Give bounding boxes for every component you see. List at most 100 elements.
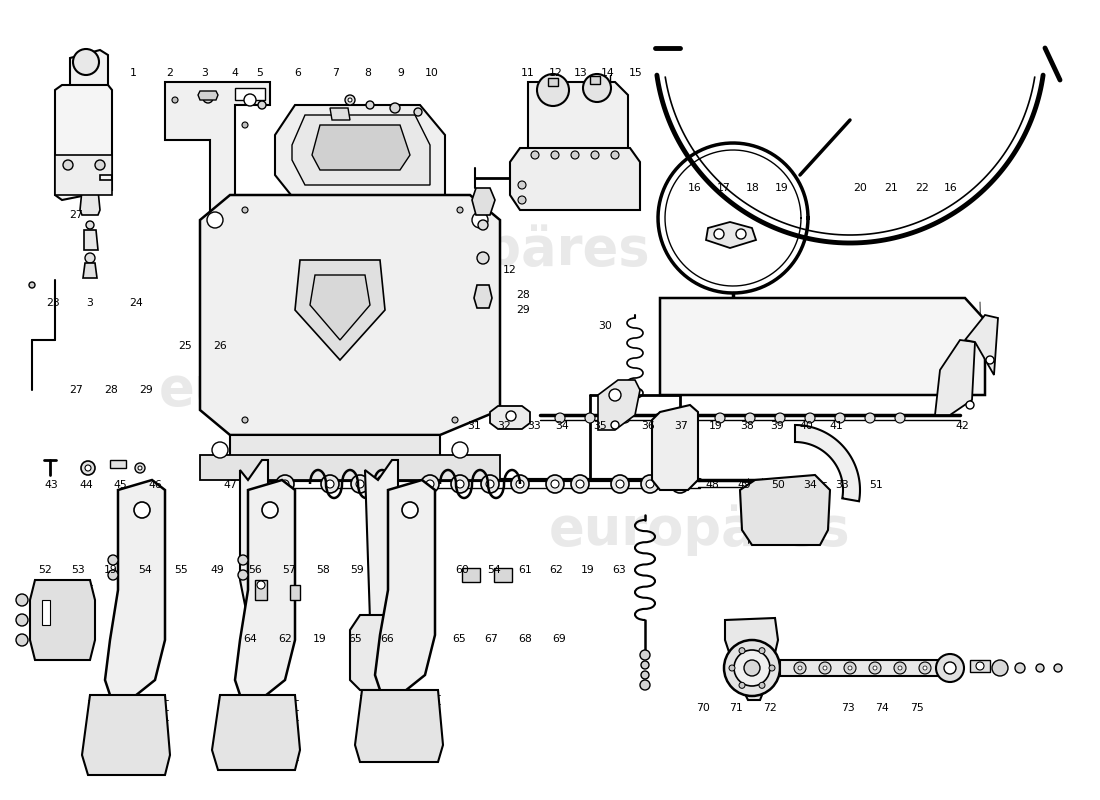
Text: 52: 52 (39, 565, 52, 575)
Text: 35: 35 (593, 421, 607, 431)
Circle shape (745, 413, 755, 423)
Circle shape (477, 252, 490, 264)
Text: europäres: europäres (349, 224, 651, 276)
Circle shape (610, 475, 629, 493)
Polygon shape (375, 480, 434, 695)
Circle shape (610, 421, 619, 429)
Circle shape (848, 666, 852, 670)
Circle shape (242, 417, 248, 423)
Text: 25: 25 (178, 341, 191, 351)
Text: 32: 32 (497, 421, 510, 431)
Text: 34: 34 (556, 421, 569, 431)
Circle shape (551, 151, 559, 159)
Circle shape (646, 480, 654, 488)
Text: 27: 27 (69, 385, 82, 395)
Text: 19: 19 (314, 634, 327, 644)
Circle shape (865, 413, 874, 423)
Text: 72: 72 (763, 703, 777, 713)
Bar (290, 585, 300, 600)
Text: 44: 44 (79, 480, 92, 490)
Polygon shape (795, 425, 860, 502)
Circle shape (222, 247, 228, 253)
Circle shape (820, 662, 830, 674)
Polygon shape (212, 695, 300, 770)
Polygon shape (30, 580, 95, 660)
Text: 62: 62 (278, 634, 292, 644)
Circle shape (326, 480, 334, 488)
Circle shape (610, 151, 619, 159)
Circle shape (571, 475, 588, 493)
Circle shape (86, 221, 94, 229)
Circle shape (734, 650, 770, 686)
Polygon shape (510, 148, 640, 210)
Text: 46: 46 (148, 480, 162, 490)
Text: 28: 28 (516, 290, 530, 300)
Circle shape (1036, 664, 1044, 672)
Text: 48: 48 (705, 480, 719, 490)
Polygon shape (310, 275, 370, 340)
Circle shape (531, 151, 539, 159)
Text: 62: 62 (549, 565, 563, 575)
Circle shape (986, 356, 994, 364)
Text: 29: 29 (516, 305, 530, 315)
Polygon shape (528, 82, 628, 150)
Text: 27: 27 (69, 210, 82, 220)
Circle shape (591, 151, 600, 159)
Text: 9: 9 (397, 68, 405, 78)
Text: 75: 75 (910, 703, 924, 713)
Circle shape (794, 662, 806, 674)
Bar (462, 568, 480, 582)
Circle shape (356, 480, 364, 488)
Text: 26: 26 (213, 341, 227, 351)
Circle shape (421, 475, 439, 493)
Text: 56: 56 (249, 565, 262, 575)
Polygon shape (84, 230, 98, 250)
Polygon shape (235, 480, 295, 700)
Text: 60: 60 (455, 565, 469, 575)
Bar (548, 78, 558, 86)
Text: 19: 19 (710, 421, 723, 431)
Text: 19: 19 (776, 183, 789, 193)
Circle shape (976, 662, 984, 670)
Text: 63: 63 (612, 565, 626, 575)
Circle shape (366, 101, 374, 109)
Circle shape (654, 413, 666, 423)
Text: 55: 55 (174, 565, 188, 575)
Circle shape (640, 650, 650, 660)
Polygon shape (230, 435, 440, 475)
Text: 34: 34 (803, 480, 817, 490)
Text: 19: 19 (104, 565, 118, 575)
Circle shape (736, 229, 746, 239)
Circle shape (207, 212, 223, 228)
Text: 36: 36 (641, 421, 654, 431)
Text: 54: 54 (487, 565, 500, 575)
Polygon shape (165, 82, 270, 270)
Circle shape (805, 413, 815, 423)
Circle shape (944, 662, 956, 674)
Bar (780, 660, 950, 676)
Text: 12: 12 (549, 68, 563, 78)
Text: 51: 51 (869, 480, 883, 490)
Polygon shape (490, 406, 530, 429)
Polygon shape (292, 115, 430, 185)
Text: 73: 73 (842, 703, 855, 713)
Text: 58: 58 (316, 565, 330, 575)
Text: 33: 33 (527, 421, 541, 431)
Circle shape (402, 502, 418, 518)
Polygon shape (472, 188, 495, 215)
Polygon shape (965, 315, 998, 375)
Circle shape (16, 594, 28, 606)
Circle shape (759, 648, 764, 654)
Circle shape (918, 662, 931, 674)
Text: 21: 21 (884, 183, 898, 193)
Circle shape (138, 466, 142, 470)
Polygon shape (355, 690, 443, 762)
Polygon shape (706, 222, 756, 248)
Polygon shape (295, 260, 385, 360)
Circle shape (671, 475, 689, 493)
Circle shape (172, 97, 178, 103)
Circle shape (63, 160, 73, 170)
Circle shape (992, 660, 1008, 676)
Circle shape (715, 413, 725, 423)
Text: 50: 50 (771, 480, 785, 490)
